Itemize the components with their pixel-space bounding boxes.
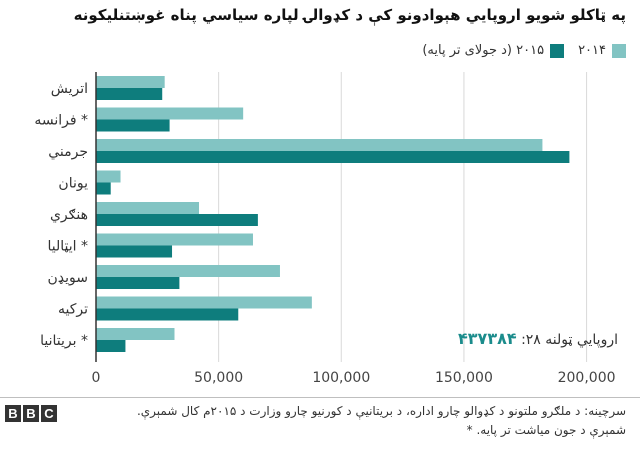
category-label: ترکیه (58, 302, 88, 318)
bar-2015 (96, 277, 180, 289)
legend-label-2014: ۲۰۱۴ (578, 43, 606, 58)
bar-2014 (96, 107, 244, 120)
category-labels: اتریش فرانسه * جرمني یونان هنګري ایټالیا * سوی… (34, 81, 88, 349)
category-label: جرمني (48, 144, 88, 160)
total-value: ۴۳۷۳۸۴ (458, 329, 517, 348)
bars (96, 76, 570, 352)
bar-2015 (96, 340, 126, 352)
bar-2014 (96, 202, 200, 214)
x-tick-label: 100,000 (312, 370, 370, 386)
legend: ۲۰۱۴ ۲۰۱۵ (د جولای تر پایه) (408, 43, 626, 58)
bar-2014 (96, 265, 280, 277)
category-label: بریتانیا * (40, 333, 88, 349)
bar-chart: اتریش فرانسه * جرمني یونان هنګري ایټالیا * سوی… (34, 72, 616, 386)
total-label: اروپايي ټولنه ۲۸: (521, 332, 618, 348)
legend-label-2015: ۲۰۱۵ (د جولای تر پایه) (422, 43, 545, 58)
bar-2015 (96, 88, 163, 100)
category-label: ایټالیا * (48, 239, 89, 255)
category-label: هنګري (50, 207, 88, 223)
gridlines (218, 72, 588, 362)
total-annotation: اروپايي ټولنه ۲۸: ۴۳۷۳۸۴ (458, 329, 618, 348)
bbc-logo-letter: B (23, 405, 39, 422)
x-tick-labels: 0 50,000 100,000 150,000 200,000 (92, 370, 616, 386)
bar-2015 (96, 308, 239, 321)
bar-2014 (96, 296, 312, 309)
bar-2014 (96, 76, 165, 88)
bar-2015 (96, 151, 570, 163)
category-label: یونان (58, 176, 88, 192)
bar-2014 (96, 139, 543, 151)
x-tick-label: 0 (92, 370, 101, 386)
bbc-logo: B B C (5, 405, 57, 422)
x-tick-label: 200,000 (558, 370, 616, 386)
legend-swatch-2015 (550, 43, 565, 58)
bbc-logo-letter: B (5, 405, 21, 422)
bar-2015 (96, 214, 258, 226)
bar-2014 (96, 233, 253, 246)
bar-2015 (96, 182, 111, 195)
x-tick-label: 150,000 (435, 370, 493, 386)
category-label: سویډن (48, 270, 89, 286)
category-label: فرانسه * (34, 113, 88, 129)
bar-2015 (96, 245, 173, 258)
legend-swatch-2014 (612, 43, 626, 58)
footer-divider (0, 397, 640, 398)
source-note: سرچینه: د ملګرو ملتونو د کډوالو چارو ادا… (136, 404, 626, 437)
bar-2014 (96, 170, 121, 183)
x-tick-label: 50,000 (194, 370, 243, 386)
bar-2015 (96, 119, 170, 132)
bar-2014 (96, 328, 175, 340)
chart-title: په ټاکلو شویو اروپايي هېوادونو کې د کډوا… (73, 6, 626, 24)
category-label: اتریش (51, 81, 88, 97)
bbc-logo-letter: C (41, 405, 57, 422)
